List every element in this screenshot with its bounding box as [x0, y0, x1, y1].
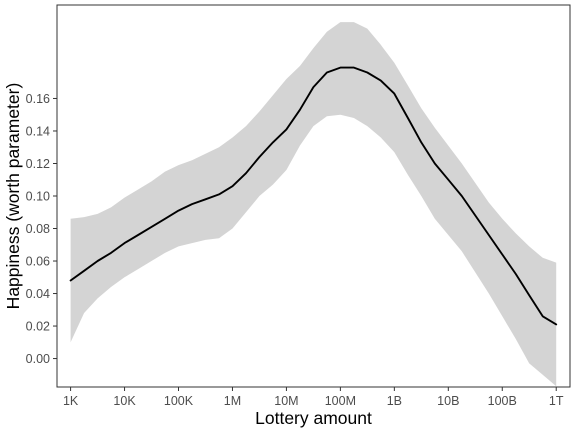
x-tick-label: 10M	[274, 394, 298, 408]
y-tick-label: 0.08	[26, 222, 50, 236]
y-axis: 0.00 0.02 0.04 0.06 0.08 0.10 0.12 0.14 0.16	[26, 92, 57, 366]
confidence-ribbon	[70, 22, 557, 387]
series-line	[69, 66, 558, 326]
x-tick-label: 10K	[113, 394, 136, 408]
x-tick-label: 100M	[325, 394, 356, 408]
x-tick-label: 100K	[164, 394, 194, 408]
x-tick-label: 1T	[549, 394, 564, 408]
x-tick-label: 100B	[488, 394, 517, 408]
y-tick-label: 0.12	[26, 157, 50, 171]
y-tick-label: 0.02	[26, 320, 50, 334]
x-tick-label: 10B	[437, 394, 459, 408]
x-tick-label: 1B	[387, 394, 402, 408]
y-tick-label: 0.16	[26, 92, 50, 106]
y-tick-label: 0.06	[26, 255, 50, 269]
x-axis-title: Lottery amount	[255, 408, 372, 428]
y-axis-title: Happiness (worth parameter)	[3, 83, 23, 310]
y-tick-label: 0.04	[26, 287, 50, 301]
y-tick-label: 0.10	[26, 190, 50, 204]
x-axis: 1K 10K 100K 1M 10M 100M 1B 10B 100B 1T	[63, 387, 564, 408]
x-tick-label: 1M	[224, 394, 241, 408]
y-tick-label: 0.00	[26, 352, 50, 366]
y-tick-label: 0.14	[26, 124, 50, 138]
x-tick-label: 1K	[63, 394, 79, 408]
